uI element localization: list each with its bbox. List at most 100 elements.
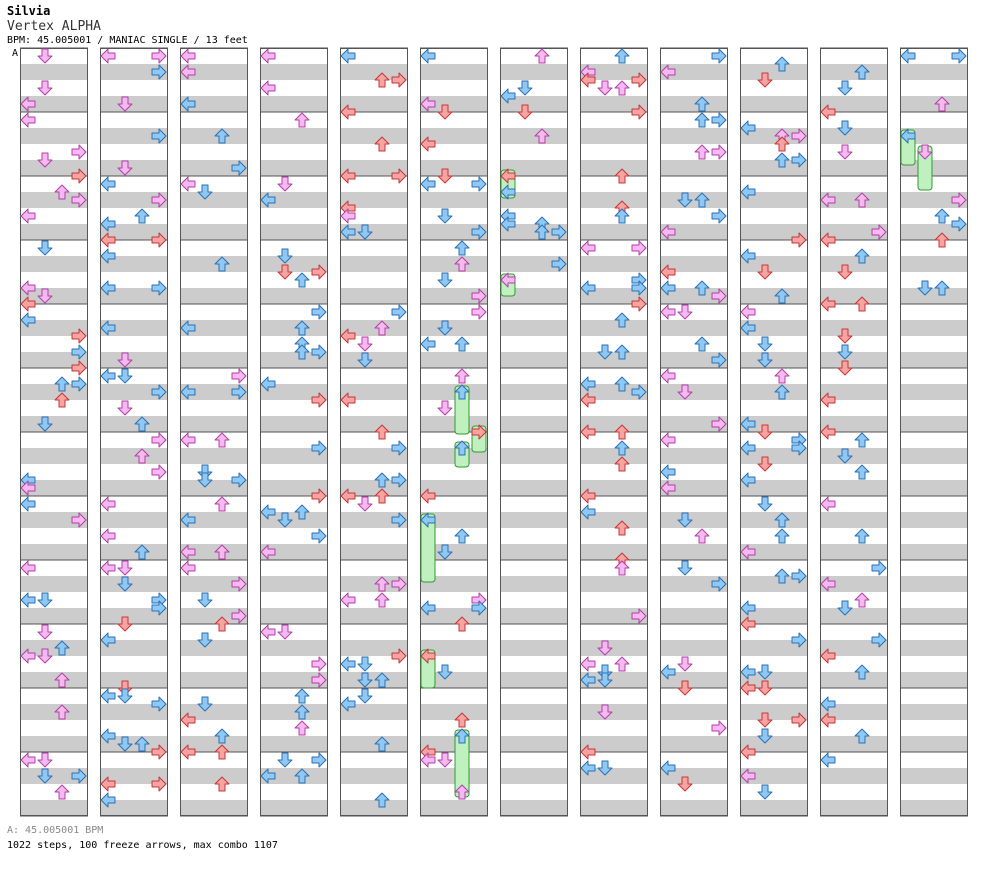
step-arrow-down — [517, 80, 533, 96]
step-arrow-left — [740, 416, 756, 432]
step-arrow-right — [151, 696, 167, 712]
beat-stripe — [420, 672, 488, 688]
beat-stripe — [420, 800, 488, 816]
step-arrow-up — [854, 432, 870, 448]
step-arrow-down — [757, 424, 773, 440]
step-arrow-down — [757, 712, 773, 728]
step-arrow-down — [37, 416, 53, 432]
step-arrow-right — [551, 256, 567, 272]
beat-stripe — [420, 736, 488, 752]
step-arrow-up — [934, 280, 950, 296]
beat-stripe — [820, 800, 888, 816]
step-arrow-left — [20, 480, 36, 496]
step-arrow-left — [100, 232, 116, 248]
step-arrow-left — [740, 320, 756, 336]
beat-stripe — [820, 480, 888, 496]
step-arrow-down — [117, 160, 133, 176]
step-arrow-right — [791, 712, 807, 728]
step-arrow-left — [340, 104, 356, 120]
step-arrow-right — [71, 328, 87, 344]
step-arrow-up — [854, 192, 870, 208]
step-arrow-left — [340, 168, 356, 184]
beat-stripe — [900, 192, 968, 208]
step-arrow-up — [294, 320, 310, 336]
beat-stripe — [180, 320, 248, 336]
beat-stripe — [420, 352, 488, 368]
step-arrow-left — [260, 192, 276, 208]
step-arrow-down — [117, 576, 133, 592]
step-arrow-left — [580, 72, 596, 88]
step-arrow-up — [294, 504, 310, 520]
beat-stripe — [900, 96, 968, 112]
step-arrow-down — [277, 264, 293, 280]
beat-stripe — [340, 448, 408, 464]
step-arrow-up — [694, 144, 710, 160]
step-arrow-left — [660, 664, 676, 680]
beat-stripe — [820, 224, 888, 240]
step-arrow-up — [214, 544, 230, 560]
beat-stripe — [340, 384, 408, 400]
step-arrow-up — [534, 224, 550, 240]
beat-stripe — [20, 736, 88, 752]
step-arrow-up — [614, 440, 630, 456]
step-arrow-left — [580, 504, 596, 520]
step-arrow-left — [580, 672, 596, 688]
step-arrow-down — [677, 560, 693, 576]
beat-stripe — [20, 416, 88, 432]
step-arrow-left — [420, 48, 436, 64]
step-arrow-left — [180, 712, 196, 728]
beat-stripe — [580, 416, 648, 432]
step-arrow-right — [871, 224, 887, 240]
step-arrow-left — [740, 472, 756, 488]
beat-stripe — [260, 288, 328, 304]
step-arrow-down — [357, 688, 373, 704]
step-arrow-left — [580, 656, 596, 672]
beat-stripe — [660, 320, 728, 336]
beat-stripe — [420, 384, 488, 400]
beat-stripe — [740, 704, 808, 720]
beat-stripe — [500, 800, 568, 816]
beat-stripe — [740, 640, 808, 656]
beat-stripe — [20, 288, 88, 304]
beat-stripe — [820, 160, 888, 176]
step-arrow-right — [391, 512, 407, 528]
column-border — [340, 48, 408, 816]
step-arrow-down — [37, 240, 53, 256]
step-arrow-right — [151, 384, 167, 400]
step-arrow-up — [854, 528, 870, 544]
step-arrow-left — [420, 336, 436, 352]
beat-stripe — [500, 608, 568, 624]
step-arrow-left — [100, 48, 116, 64]
beat-stripe — [500, 672, 568, 688]
step-arrow-up — [934, 96, 950, 112]
step-arrow-left — [420, 648, 436, 664]
step-arrow-left — [340, 696, 356, 712]
beat-stripe — [500, 384, 568, 400]
step-arrow-right — [471, 304, 487, 320]
step-arrow-left — [500, 184, 516, 200]
step-arrow-right — [151, 776, 167, 792]
step-arrow-right — [711, 352, 727, 368]
step-arrow-left — [740, 680, 756, 696]
step-arrow-right — [151, 232, 167, 248]
step-arrow-left — [820, 752, 836, 768]
beat-stripe — [500, 544, 568, 560]
step-arrow-up — [294, 768, 310, 784]
beat-stripe — [420, 576, 488, 592]
step-arrow-left — [260, 544, 276, 560]
beat-stripe — [660, 480, 728, 496]
beat-stripe — [20, 224, 88, 240]
beat-stripe — [340, 768, 408, 784]
step-arrow-down — [757, 784, 773, 800]
beat-stripe — [260, 704, 328, 720]
beat-stripe — [100, 800, 168, 816]
column-border — [500, 48, 568, 816]
step-arrow-left — [740, 544, 756, 560]
step-arrow-up — [294, 704, 310, 720]
step-arrow-left — [20, 208, 36, 224]
bpm-line: A: 45.005001 BPM — [7, 825, 104, 836]
beat-stripe — [900, 320, 968, 336]
chart-column — [740, 47, 808, 817]
beat-stripe — [20, 640, 88, 656]
beat-stripe — [420, 288, 488, 304]
